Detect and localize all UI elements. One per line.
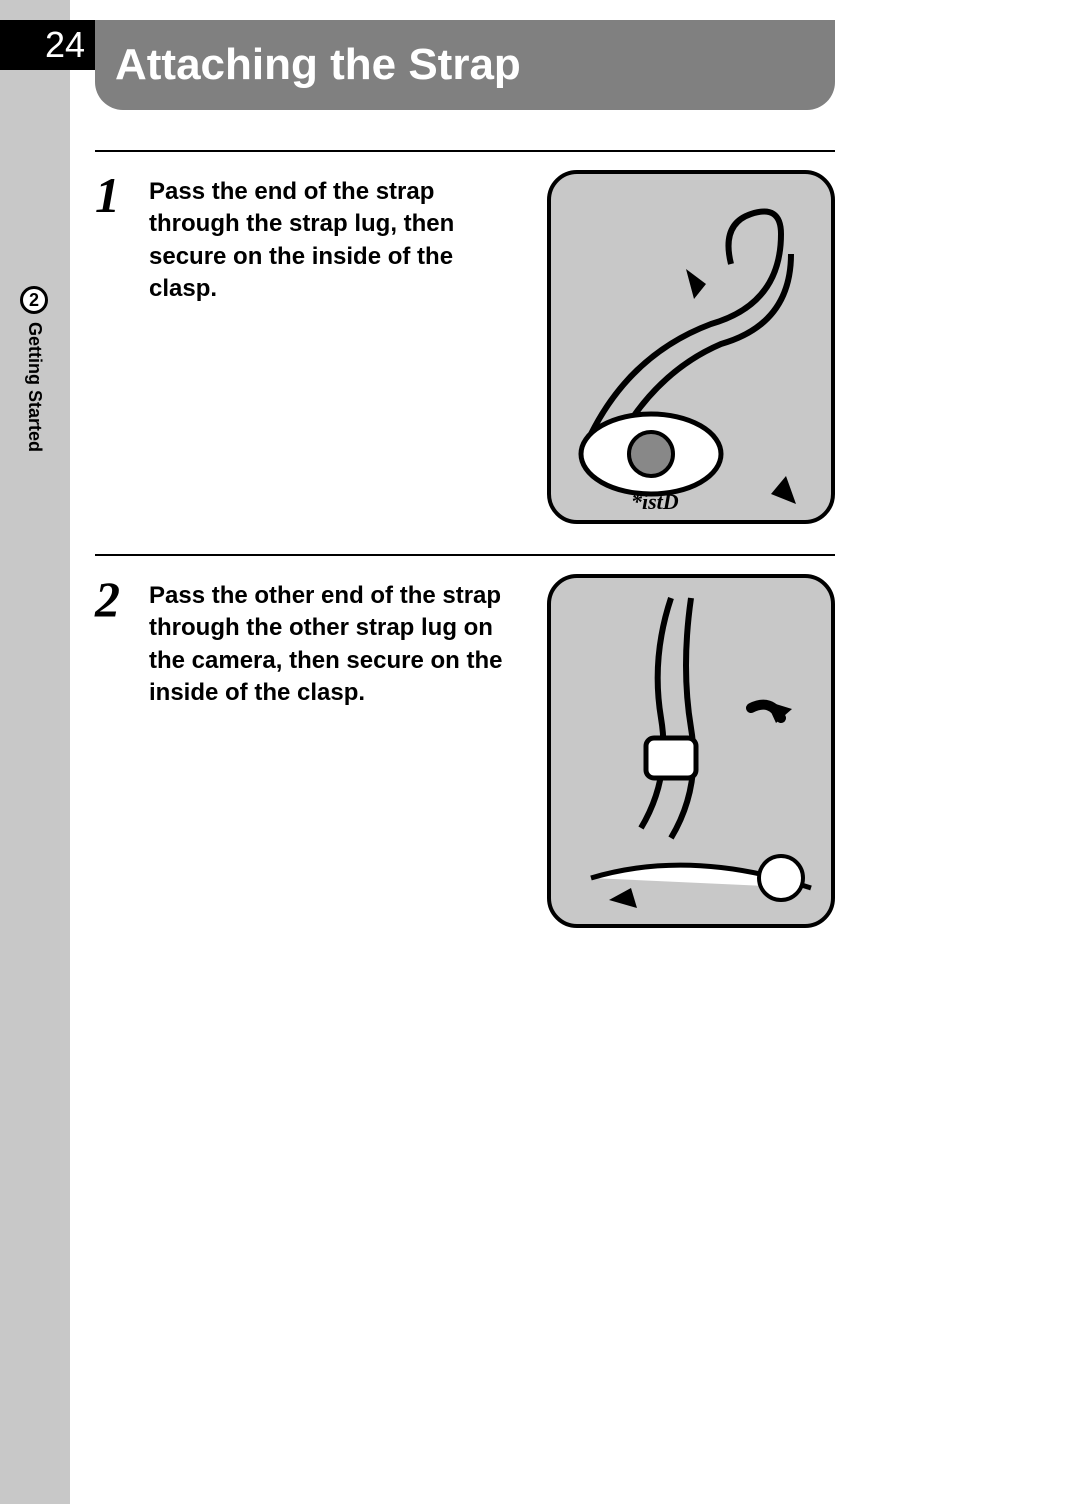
step-text: Pass the end of the strap through the st… — [149, 170, 523, 524]
camera-strap-illustration: *istD — [551, 174, 831, 520]
step-number: 2 — [95, 574, 131, 624]
content-area: 1 Pass the end of the strap through the … — [95, 150, 835, 958]
step-figure: *istD — [547, 170, 835, 524]
step-body: Pass the other end of the strap through … — [149, 574, 835, 928]
step-block: 1 Pass the end of the strap through the … — [95, 150, 835, 554]
manual-page: 24 Attaching the Strap 2 Getting Started… — [0, 0, 1080, 1504]
page-header: Attaching the Strap — [95, 20, 835, 110]
figure-caption: *istD — [631, 489, 679, 515]
camera-strap-illustration — [551, 578, 831, 924]
step-figure — [547, 574, 835, 928]
page-title: Attaching the Strap — [115, 40, 521, 90]
step-number: 1 — [95, 170, 131, 220]
step-block: 2 Pass the other end of the strap throug… — [95, 554, 835, 958]
chapter-number: 2 — [29, 290, 39, 311]
page-number: 24 — [0, 20, 95, 70]
page-number-text: 24 — [45, 24, 85, 66]
left-margin — [0, 0, 70, 1504]
chapter-label: Getting Started — [24, 322, 45, 452]
step-text: Pass the other end of the strap through … — [149, 574, 523, 928]
step-body: Pass the end of the strap through the st… — [149, 170, 835, 524]
chapter-number-badge: 2 — [20, 286, 48, 314]
